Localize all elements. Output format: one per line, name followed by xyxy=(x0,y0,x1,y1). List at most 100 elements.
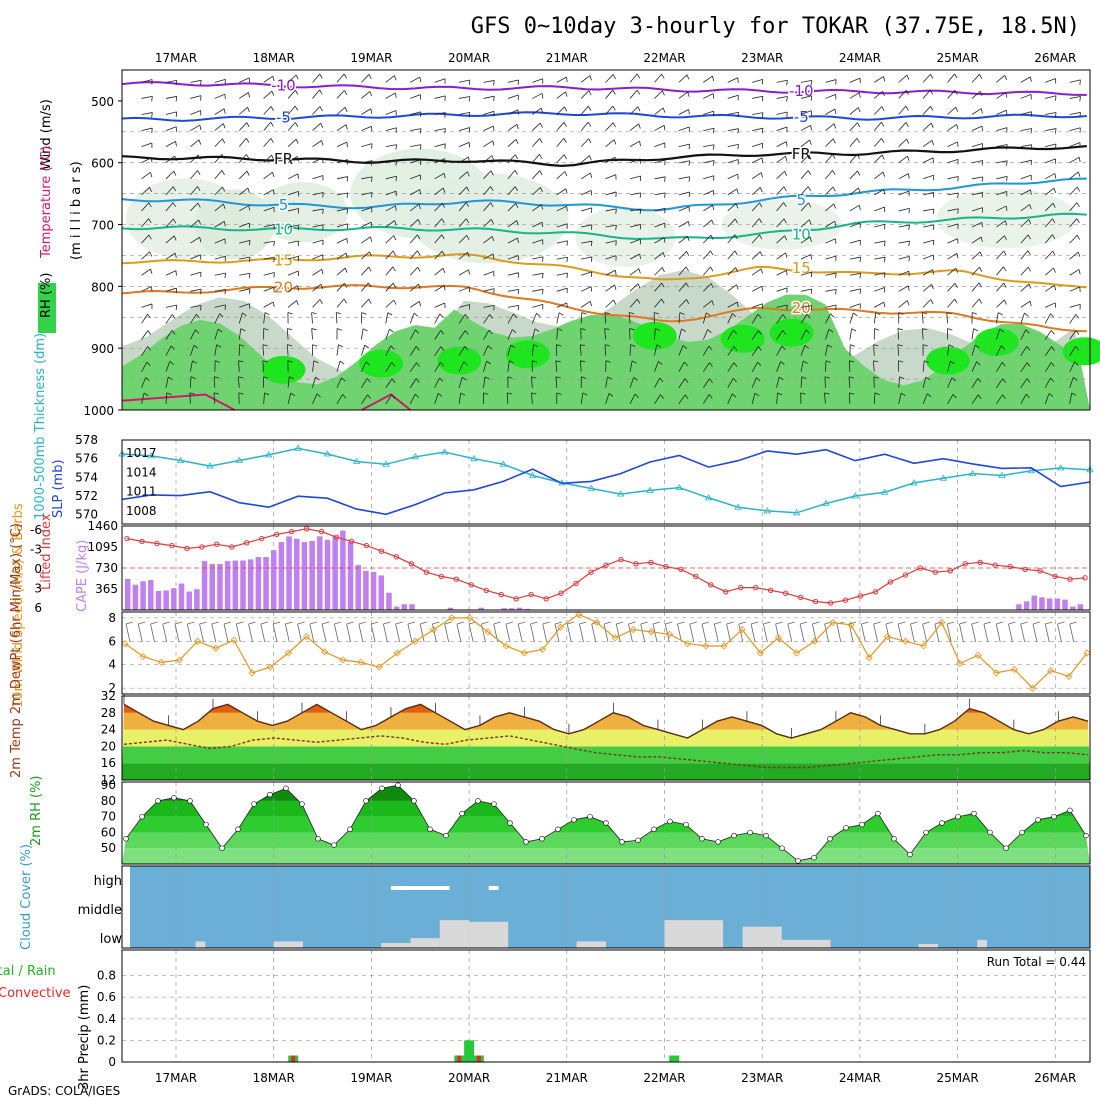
wind10-barb xyxy=(750,623,756,643)
wind-barb xyxy=(800,170,809,180)
wind-barb-feather xyxy=(175,96,178,102)
wind-barb xyxy=(971,378,979,388)
slp-axis-label: SLP (mb) xyxy=(51,459,66,518)
wind-barb xyxy=(336,107,346,115)
wind10-barb-feather xyxy=(199,621,207,625)
wind-barb-feather xyxy=(345,252,348,258)
wind-barb xyxy=(409,283,419,292)
wind-barb-feather xyxy=(708,345,713,351)
rh-marker xyxy=(347,826,353,833)
wind-barb xyxy=(629,158,641,164)
wind-barb xyxy=(458,346,466,356)
wind-barb xyxy=(849,239,861,244)
wind-barb xyxy=(458,202,467,212)
wind-barb xyxy=(825,108,836,115)
wind-barb xyxy=(874,206,885,212)
wind-barb xyxy=(336,192,348,196)
wind-barb-feather xyxy=(387,312,393,316)
wind-barb-feather xyxy=(973,328,979,332)
wind-barb-feather xyxy=(785,156,788,162)
wind-barb xyxy=(1069,218,1078,228)
wind-barb xyxy=(1044,218,1053,228)
wind-barb-feather xyxy=(1052,218,1056,224)
wind-barb xyxy=(873,312,877,324)
wind-barb xyxy=(189,392,191,404)
upper-axis-label: Temperature (°C) xyxy=(39,146,54,259)
wind-barb xyxy=(898,285,909,292)
wind10-barb-feather xyxy=(1069,621,1077,625)
wind10-marker xyxy=(647,628,655,636)
cloud-low-block xyxy=(977,939,987,948)
wind-barb-feather xyxy=(710,283,714,289)
wind-barb-feather xyxy=(687,221,690,227)
wind-barb-feather xyxy=(639,192,642,198)
wind-barb xyxy=(190,170,198,180)
wind-barb xyxy=(483,170,492,180)
wind-barb-feather xyxy=(760,172,763,178)
wind-barb xyxy=(776,270,787,276)
li-marker xyxy=(797,594,804,601)
wind-barb xyxy=(287,285,298,292)
wind-barb xyxy=(165,330,173,340)
rh-marker xyxy=(475,798,481,804)
li-marker xyxy=(453,576,460,582)
wind-barb-feather xyxy=(467,171,470,177)
wind-barb-feather xyxy=(466,235,470,240)
wind10-marker xyxy=(629,626,637,634)
li-marker xyxy=(932,569,939,575)
wind-barb-feather xyxy=(198,139,202,145)
wind-barb xyxy=(556,256,568,260)
wind-barb-feather xyxy=(566,77,568,83)
wind-barb xyxy=(361,125,372,131)
wind-barb-feather xyxy=(899,376,905,380)
wind-barb xyxy=(654,90,663,99)
date-label-bottom: 24MAR xyxy=(839,1071,881,1085)
wind-barb xyxy=(214,79,226,83)
wind10-barb-feather xyxy=(223,621,232,625)
wind-barb-feather xyxy=(588,90,592,96)
wind-barb-feather xyxy=(1076,218,1080,224)
wind-barb xyxy=(507,304,519,308)
wind-barb xyxy=(751,285,763,292)
wind-barb xyxy=(287,89,296,99)
wind-barb xyxy=(409,266,419,276)
wind-barb xyxy=(410,144,422,148)
footer-credit: GrADS: COLA/IGES xyxy=(8,1084,120,1098)
wind10-marker xyxy=(484,628,492,636)
wind-barb-feather xyxy=(563,154,567,160)
wind-barb-feather xyxy=(873,360,879,363)
wind-barb xyxy=(287,74,297,83)
wind-barb xyxy=(678,91,689,99)
rh-marker xyxy=(171,795,177,801)
li-marker xyxy=(498,591,504,598)
wind-barb xyxy=(312,106,321,115)
wind-barb-feather xyxy=(419,77,422,83)
wind-barb xyxy=(1069,314,1077,324)
wind-barb-feather xyxy=(629,328,635,331)
wind-barb-feather xyxy=(271,154,275,160)
wind-barb-feather xyxy=(517,237,519,243)
wind10-barb xyxy=(137,623,143,643)
wind10-barb-feather xyxy=(420,621,428,625)
date-label-top: 22MAR xyxy=(643,51,685,65)
wind10-marker xyxy=(793,649,801,657)
wind-barb-feather xyxy=(493,96,495,102)
wind-barb-feather xyxy=(898,360,904,363)
rh-marker xyxy=(635,837,641,844)
wind-barb xyxy=(898,122,907,131)
wind-barb-feather xyxy=(150,268,153,274)
wind-barb xyxy=(214,108,225,115)
wind-barb-feather xyxy=(655,328,661,331)
wind-barb xyxy=(165,141,176,148)
wind-barb-feather xyxy=(828,328,834,333)
rh-marker xyxy=(987,829,993,836)
wind-barb-feather xyxy=(833,123,837,129)
wind-barb-feather xyxy=(175,80,178,86)
wind-barb xyxy=(654,237,665,244)
thickness-line xyxy=(121,447,1091,514)
wind-barb-feather xyxy=(394,220,397,226)
wind-barb-feather xyxy=(927,393,932,398)
wind-barb-feather xyxy=(313,360,319,364)
wind10-marker xyxy=(1047,667,1055,675)
wind-barb xyxy=(483,95,495,99)
